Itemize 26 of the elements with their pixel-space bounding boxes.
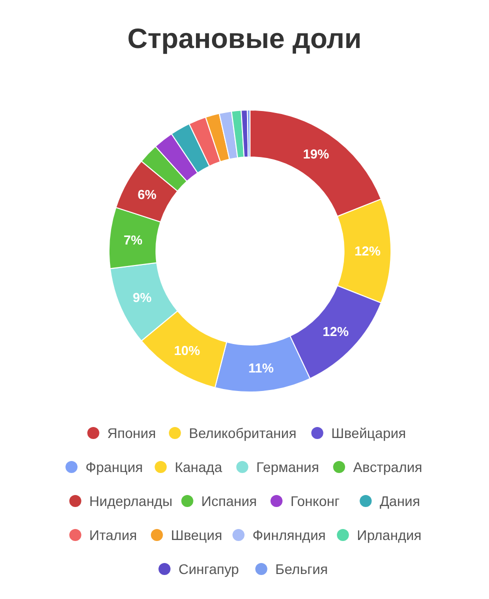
data-label: 9% — [132, 290, 152, 306]
legend-label: Франция — [86, 458, 143, 475]
data-label: 19% — [303, 146, 330, 162]
legend-label: Германия — [256, 458, 320, 475]
legend-label: Великобритания — [188, 424, 296, 441]
data-label: 10% — [174, 342, 200, 358]
legend-label: Бельгия — [275, 560, 328, 577]
data-label: 11% — [248, 360, 274, 376]
legend-label: Италия — [89, 526, 137, 543]
data-label: 12% — [322, 324, 350, 339]
legend-label: Ирландия — [356, 526, 422, 543]
legend-label: Япония — [107, 424, 156, 441]
legend-label: Гонконг — [290, 492, 340, 509]
data-label: 7% — [124, 232, 143, 248]
legend-label: Финляндия — [252, 526, 326, 543]
legend-label: Швейцария — [331, 424, 406, 441]
legend-label: Швеция — [170, 526, 222, 543]
legend-label: Австралия — [353, 458, 422, 475]
data-label: 6% — [138, 186, 157, 202]
chart-title: Страновые доли — [127, 23, 362, 54]
legend-label: Нидерланды — [89, 492, 172, 509]
legend-label: Дания — [380, 492, 420, 509]
legend-label: Сингапур — [178, 560, 240, 577]
legend-label: Испания — [201, 492, 257, 509]
legend-label: Канада — [174, 458, 222, 475]
data-label: 12% — [354, 244, 381, 259]
